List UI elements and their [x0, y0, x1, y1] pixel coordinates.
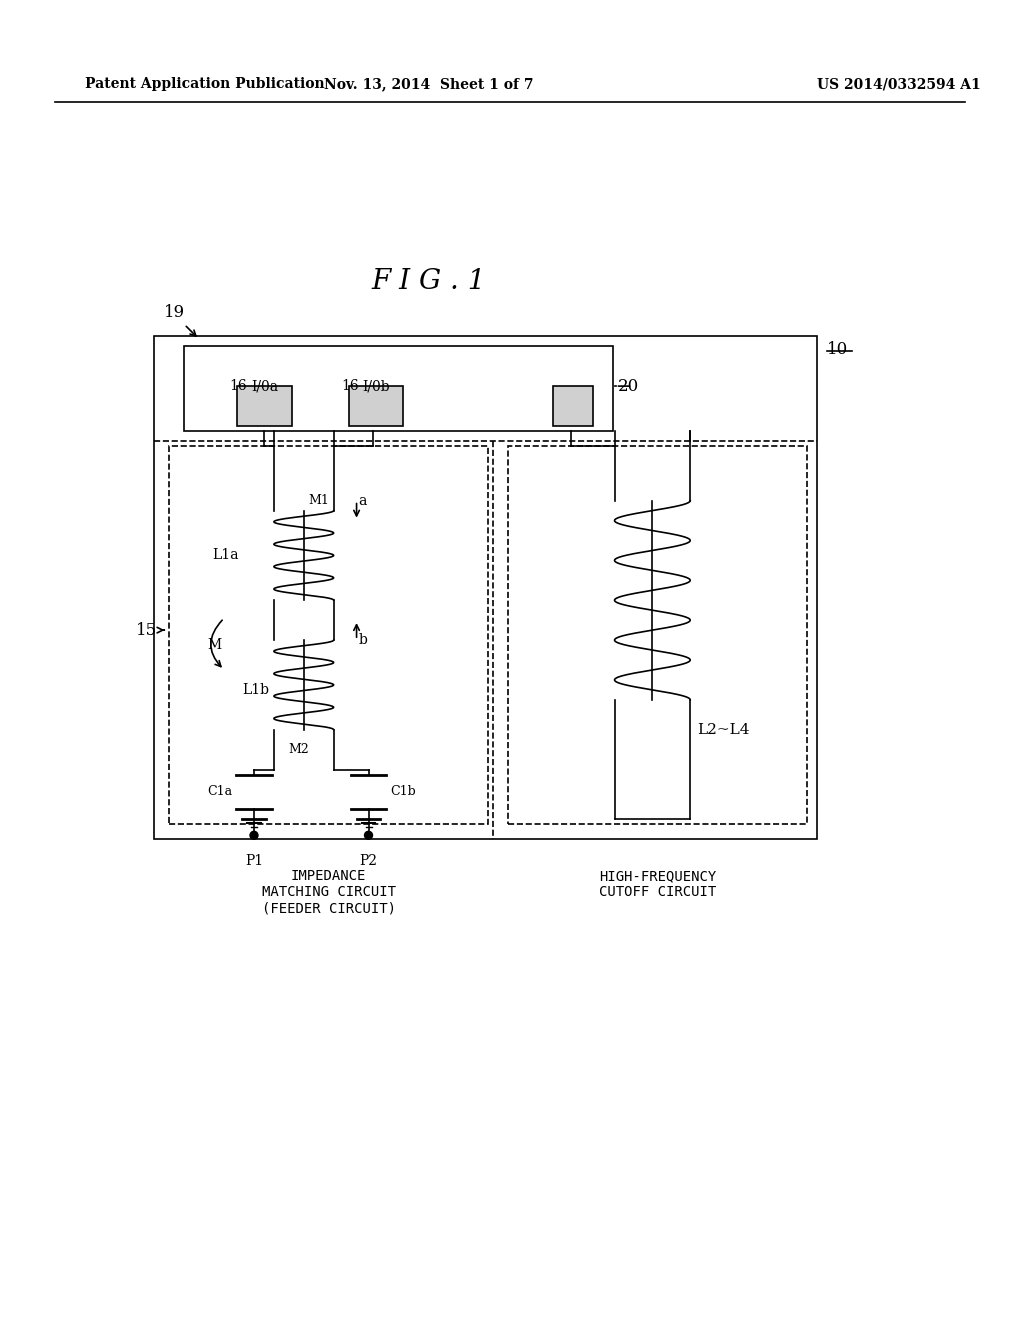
Text: 15: 15	[136, 622, 158, 639]
Text: 10: 10	[826, 342, 848, 358]
Text: P2: P2	[359, 854, 378, 869]
Text: 20: 20	[617, 378, 639, 395]
Text: C1a: C1a	[207, 785, 232, 799]
Text: HIGH-FREQUENCY
CUTOFF CIRCUIT: HIGH-FREQUENCY CUTOFF CIRCUIT	[599, 869, 716, 899]
Text: C1b: C1b	[390, 785, 416, 799]
Text: L1a: L1a	[213, 548, 239, 562]
Bar	[169, 446, 488, 824]
Bar	[508, 446, 807, 824]
Text: I/0a: I/0a	[251, 379, 279, 393]
Text: b: b	[358, 634, 368, 647]
Text: P1: P1	[245, 854, 263, 869]
Text: L2~L4: L2~L4	[697, 723, 750, 737]
Text: I/0b: I/0b	[362, 379, 390, 393]
Text: F I G . 1: F I G . 1	[371, 268, 485, 296]
Text: L1b: L1b	[242, 682, 269, 697]
Bar	[237, 387, 292, 426]
Text: M: M	[207, 638, 221, 652]
Text: M1: M1	[309, 494, 330, 507]
Bar	[553, 387, 593, 426]
Circle shape	[250, 832, 258, 840]
Text: US 2014/0332594 A1: US 2014/0332594 A1	[817, 78, 980, 91]
Bar	[184, 346, 612, 430]
Text: 16: 16	[341, 379, 358, 393]
Bar	[348, 387, 403, 426]
Text: IMPEDANCE
MATCHING CIRCUIT
(FEEDER CIRCUIT): IMPEDANCE MATCHING CIRCUIT (FEEDER CIRCU…	[262, 869, 395, 916]
Text: Patent Application Publication: Patent Application Publication	[85, 78, 325, 91]
Bar	[155, 337, 817, 840]
Text: M2: M2	[289, 743, 309, 756]
Text: 16: 16	[229, 379, 247, 393]
Text: a: a	[358, 494, 367, 508]
Text: Nov. 13, 2014  Sheet 1 of 7: Nov. 13, 2014 Sheet 1 of 7	[324, 78, 534, 91]
Circle shape	[365, 832, 373, 840]
Text: 19: 19	[164, 305, 185, 321]
